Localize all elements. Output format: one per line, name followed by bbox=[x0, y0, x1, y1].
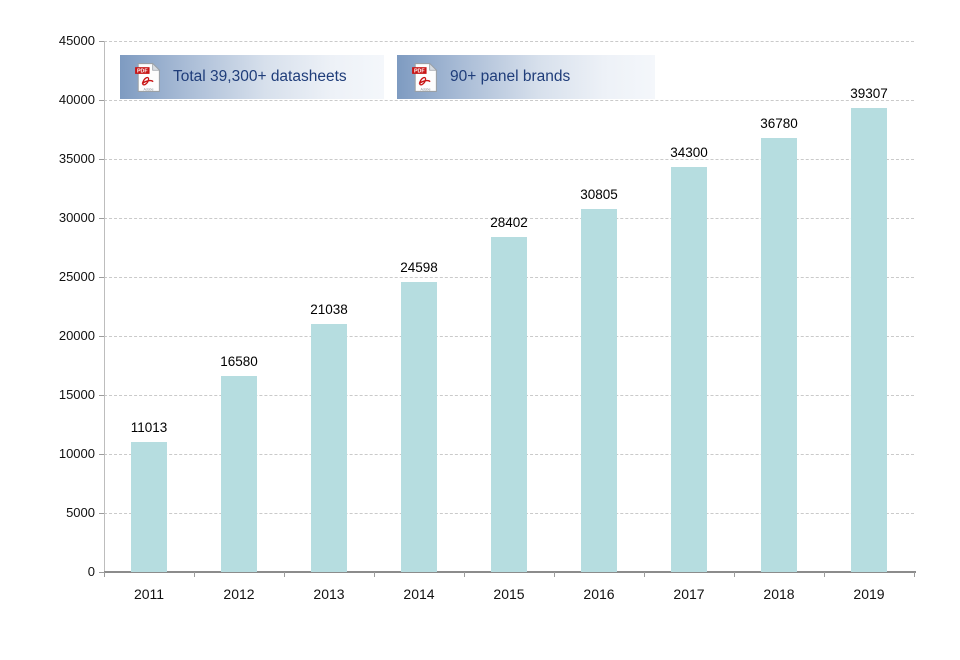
gridline bbox=[104, 99, 914, 101]
bar-value-label: 11013 bbox=[130, 420, 168, 436]
x-axis-line bbox=[104, 571, 916, 573]
x-axis-tick-label: 2017 bbox=[673, 586, 705, 602]
datasheets-pdf-badge[interactable]: PDF Adobe Total 39,300+ datasheets bbox=[120, 55, 384, 99]
bar-value-label: 16580 bbox=[220, 354, 258, 370]
x-axis-tick bbox=[194, 572, 195, 577]
bar-2015 bbox=[491, 236, 527, 572]
y-axis-tick-label: 20000 bbox=[58, 328, 95, 343]
pdf-file-icon: PDF Adobe bbox=[134, 62, 161, 93]
svg-text:Adobe: Adobe bbox=[143, 87, 153, 91]
bar-2016 bbox=[581, 208, 617, 572]
pdf-file-icon: PDF Adobe bbox=[411, 62, 438, 93]
svg-text:Adobe: Adobe bbox=[420, 87, 430, 91]
gridline bbox=[104, 158, 914, 160]
bar-value-label: 36780 bbox=[760, 115, 798, 131]
y-axis-tick bbox=[99, 336, 104, 337]
svg-text:PDF: PDF bbox=[137, 68, 148, 74]
y-axis-tick-label: 5000 bbox=[66, 505, 95, 520]
y-axis-tick bbox=[99, 572, 104, 573]
bar-value-label: 34300 bbox=[670, 145, 708, 161]
bar-2013 bbox=[311, 323, 347, 572]
bar-2018 bbox=[761, 137, 797, 572]
bar-2011 bbox=[131, 442, 167, 572]
y-axis-tick bbox=[99, 454, 104, 455]
x-axis-tick bbox=[824, 572, 825, 577]
svg-text:PDF: PDF bbox=[414, 68, 425, 74]
badge-label: 90+ panel brands bbox=[450, 68, 571, 85]
y-axis-tick bbox=[99, 277, 104, 278]
y-axis-tick bbox=[99, 100, 104, 101]
y-axis-line bbox=[104, 41, 105, 572]
bar-2012 bbox=[221, 376, 257, 572]
gridline bbox=[104, 40, 914, 42]
bar-value-label: 39307 bbox=[850, 86, 888, 102]
y-axis-tick-label: 45000 bbox=[58, 33, 95, 48]
x-axis-tick bbox=[464, 572, 465, 577]
x-axis-tick bbox=[284, 572, 285, 577]
x-axis-tick-label: 2013 bbox=[313, 586, 345, 602]
x-axis-tick-label: 2012 bbox=[223, 586, 255, 602]
y-axis-tick-label: 30000 bbox=[58, 210, 95, 225]
x-axis-tick-label: 2019 bbox=[853, 586, 885, 602]
badge-label: Total 39,300+ datasheets bbox=[173, 68, 347, 85]
x-axis-tick bbox=[554, 572, 555, 577]
x-axis-tick bbox=[644, 572, 645, 577]
bar-2019 bbox=[851, 108, 887, 572]
x-axis-tick-label: 2018 bbox=[763, 586, 795, 602]
y-axis-tick bbox=[99, 513, 104, 514]
bar-2017 bbox=[671, 167, 707, 572]
x-axis-tick bbox=[914, 572, 915, 577]
y-axis-tick bbox=[99, 159, 104, 160]
y-axis-tick-label: 0 bbox=[87, 564, 95, 579]
y-axis-tick bbox=[99, 218, 104, 219]
bar-value-label: 24598 bbox=[400, 259, 438, 275]
bar-value-label: 30805 bbox=[580, 186, 618, 202]
gridline bbox=[104, 217, 914, 219]
x-axis-tick bbox=[104, 572, 105, 577]
y-axis-tick-label: 25000 bbox=[58, 269, 95, 284]
y-axis-tick bbox=[99, 395, 104, 396]
x-axis-tick-label: 2014 bbox=[403, 586, 435, 602]
x-axis-tick bbox=[734, 572, 735, 577]
y-axis-tick-label: 40000 bbox=[58, 92, 95, 107]
bar-value-label: 21038 bbox=[310, 301, 348, 317]
x-axis-tick-label: 2011 bbox=[133, 586, 165, 602]
y-axis-tick bbox=[99, 41, 104, 42]
panel-brands-pdf-badge[interactable]: PDF Adobe 90+ panel brands bbox=[397, 55, 655, 99]
y-axis-tick-label: 10000 bbox=[58, 446, 95, 461]
bar-2014 bbox=[401, 281, 437, 572]
x-axis-tick bbox=[374, 572, 375, 577]
x-axis-tick-label: 2016 bbox=[583, 586, 615, 602]
y-axis-tick-label: 35000 bbox=[58, 151, 95, 166]
y-axis-tick-label: 15000 bbox=[58, 387, 95, 402]
x-axis-tick-label: 2015 bbox=[493, 586, 525, 602]
bar-value-label: 28402 bbox=[490, 214, 528, 230]
